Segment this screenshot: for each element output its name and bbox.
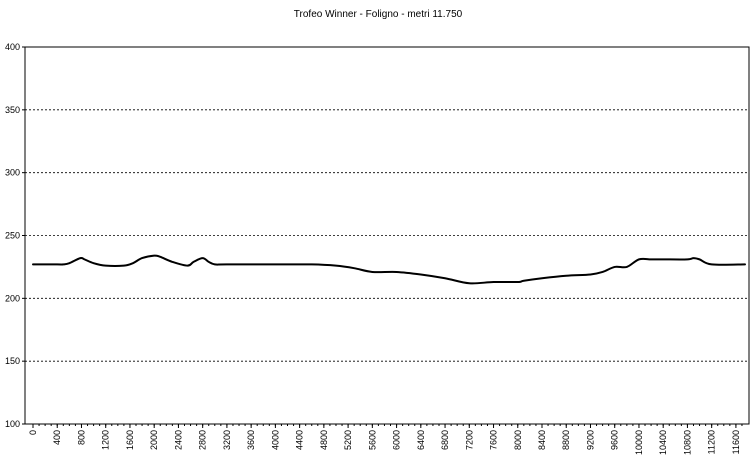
x-tick-label: 6000	[392, 430, 402, 450]
y-tick-label: 150	[5, 356, 20, 366]
x-tick-label: 4800	[319, 430, 329, 450]
x-tick-label: 2800	[198, 430, 208, 450]
x-tick-label: 5200	[343, 430, 353, 450]
x-tick-label: 8000	[513, 430, 523, 450]
x-tick-label: 9200	[585, 430, 595, 450]
y-tick-labels: 100 150 200 250 300 350 400	[5, 42, 20, 429]
elevation-series-line	[32, 254, 746, 285]
plot-frame	[24, 46, 750, 425]
chart-title: Trofeo Winner - Foligno - metri 11.750	[294, 9, 463, 20]
x-tick-label: 7200	[464, 430, 474, 450]
x-tick-label: 10400	[658, 430, 668, 455]
x-tick-label: 3600	[246, 430, 256, 450]
x-tick-label: 0	[28, 430, 38, 435]
axes	[22, 46, 750, 428]
gridlines	[25, 46, 749, 362]
y-tick-label: 350	[5, 105, 20, 115]
x-tick-label: 1200	[101, 430, 111, 450]
x-tick-labels: 0 400 800 1200 1600 2000 2400 2800 3200 3600 4000 4…	[28, 430, 741, 455]
x-tick-label: 11200	[707, 430, 717, 454]
x-tick-label: 8800	[561, 430, 571, 450]
series-layer	[32, 254, 746, 285]
x-tick-label: 400	[52, 430, 62, 445]
x-tick-label: 9600	[610, 430, 620, 450]
x-tick-label: 6400	[416, 430, 426, 450]
x-tick-label: 1600	[125, 430, 135, 450]
x-tick-label: 8400	[537, 430, 547, 450]
y-tick-label: 100	[5, 419, 20, 429]
x-tick-label: 6800	[440, 430, 450, 450]
x-tick-label: 3200	[222, 430, 232, 450]
y-tick-label: 300	[5, 168, 20, 178]
x-tick-label: 10000	[634, 430, 644, 455]
x-tick-label: 7600	[489, 430, 499, 450]
x-tick-label: 5600	[367, 430, 377, 450]
x-tick-label: 4400	[295, 430, 305, 450]
x-tick-label: 11600	[731, 430, 741, 454]
y-tick-label: 250	[5, 231, 20, 241]
x-tick-label: 10800	[682, 430, 692, 455]
y-tick-label: 400	[5, 42, 20, 52]
x-tick-label: 800	[76, 430, 86, 445]
x-tick-label: 2000	[149, 430, 159, 450]
y-tick-label: 200	[5, 293, 20, 303]
x-tick-label: 2400	[173, 430, 183, 450]
x-tick-label: 4000	[270, 430, 280, 450]
